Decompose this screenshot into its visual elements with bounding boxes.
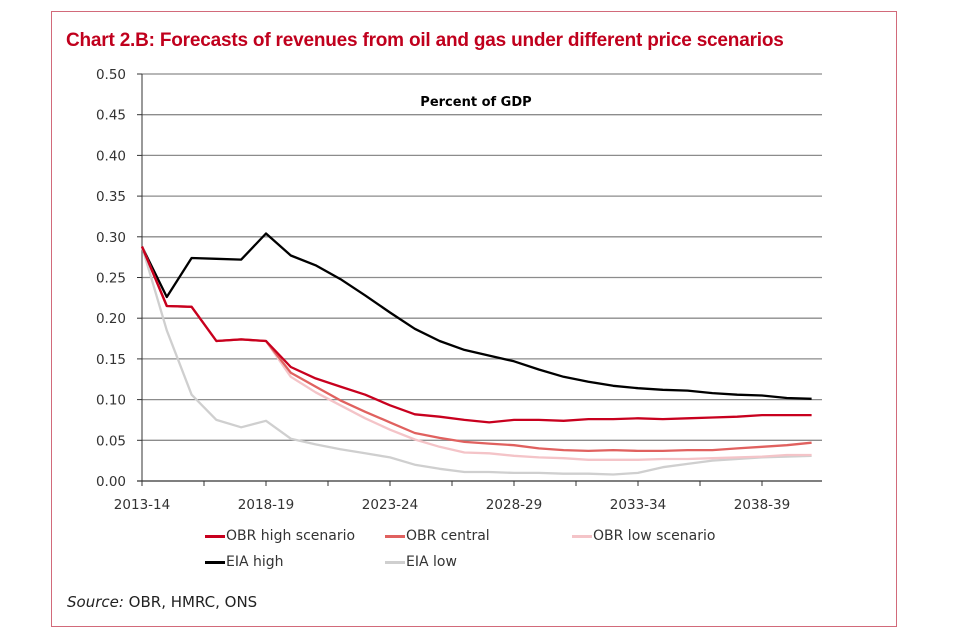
series-lines — [140, 232, 812, 476]
x-axis-ticks: 2013-14 2018-19 2023-24 2028-29 2033-34 2038-… — [114, 481, 790, 513]
legend-swatch-obr-high — [205, 534, 225, 538]
y-tick-label: 0.25 — [96, 271, 126, 287]
source-prefix: Source: — [67, 593, 124, 611]
x-tick-label: 2023-24 — [362, 497, 418, 513]
x-tick-label: 2033-34 — [610, 497, 666, 513]
x-tick-label: 2018-19 — [238, 497, 294, 513]
y-tick-label: 0.05 — [96, 433, 126, 449]
series-line-eia-high — [140, 232, 812, 400]
x-tick-label: 2028-29 — [486, 497, 542, 513]
y-tick-label: 0.30 — [96, 230, 126, 246]
legend-label: EIA low — [406, 554, 457, 570]
legend-swatch-obr-central — [385, 534, 405, 538]
chart-subtitle: Percent of GDP — [420, 95, 531, 110]
legend-item-eia-low: EIA low — [385, 554, 457, 570]
gridlines — [142, 73, 822, 441]
x-tick-label: 2013-14 — [114, 497, 170, 513]
y-tick-label: 0.20 — [96, 311, 126, 327]
series-line-eia-low — [140, 246, 812, 476]
y-tick-label: 0.15 — [96, 352, 126, 368]
legend-label: OBR low scenario — [593, 528, 716, 544]
legend-label: EIA high — [226, 554, 284, 570]
series-line-obr-high-scenario — [140, 246, 812, 424]
legend-swatch-obr-low — [572, 534, 592, 538]
legend-item-obr-central: OBR central — [385, 528, 490, 544]
y-tick-label: 0.45 — [96, 108, 126, 124]
legend-swatch-eia-low — [385, 560, 405, 564]
axes — [137, 74, 822, 485]
chart-frame — [51, 11, 897, 627]
y-axis-ticks: 0.00 0.05 0.10 0.15 0.20 0.25 0.30 0.35 0.40 0.45… — [96, 67, 142, 490]
y-tick-label: 0.50 — [96, 67, 126, 83]
legend-label: OBR high scenario — [226, 528, 356, 544]
y-tick-label: 0.40 — [96, 148, 126, 164]
x-tick-label: 2038-39 — [734, 497, 790, 513]
source-text: OBR, HMRC, ONS — [123, 593, 258, 611]
source-note: Source: OBR, HMRC, ONS — [67, 593, 257, 611]
legend-item-obr-low: OBR low scenario — [572, 528, 715, 544]
chart-title: Chart 2.B: Forecasts of revenues from oi… — [66, 30, 784, 51]
y-tick-label: 0.10 — [96, 393, 126, 409]
legend-item-eia-high: EIA high — [205, 554, 284, 570]
legend-swatch-eia-high — [205, 560, 225, 564]
legend-label: OBR central — [406, 528, 490, 544]
legend-item-obr-high: OBR high scenario — [205, 528, 355, 544]
y-tick-label: 0.35 — [96, 189, 126, 205]
y-tick-label: 0.00 — [96, 474, 126, 490]
